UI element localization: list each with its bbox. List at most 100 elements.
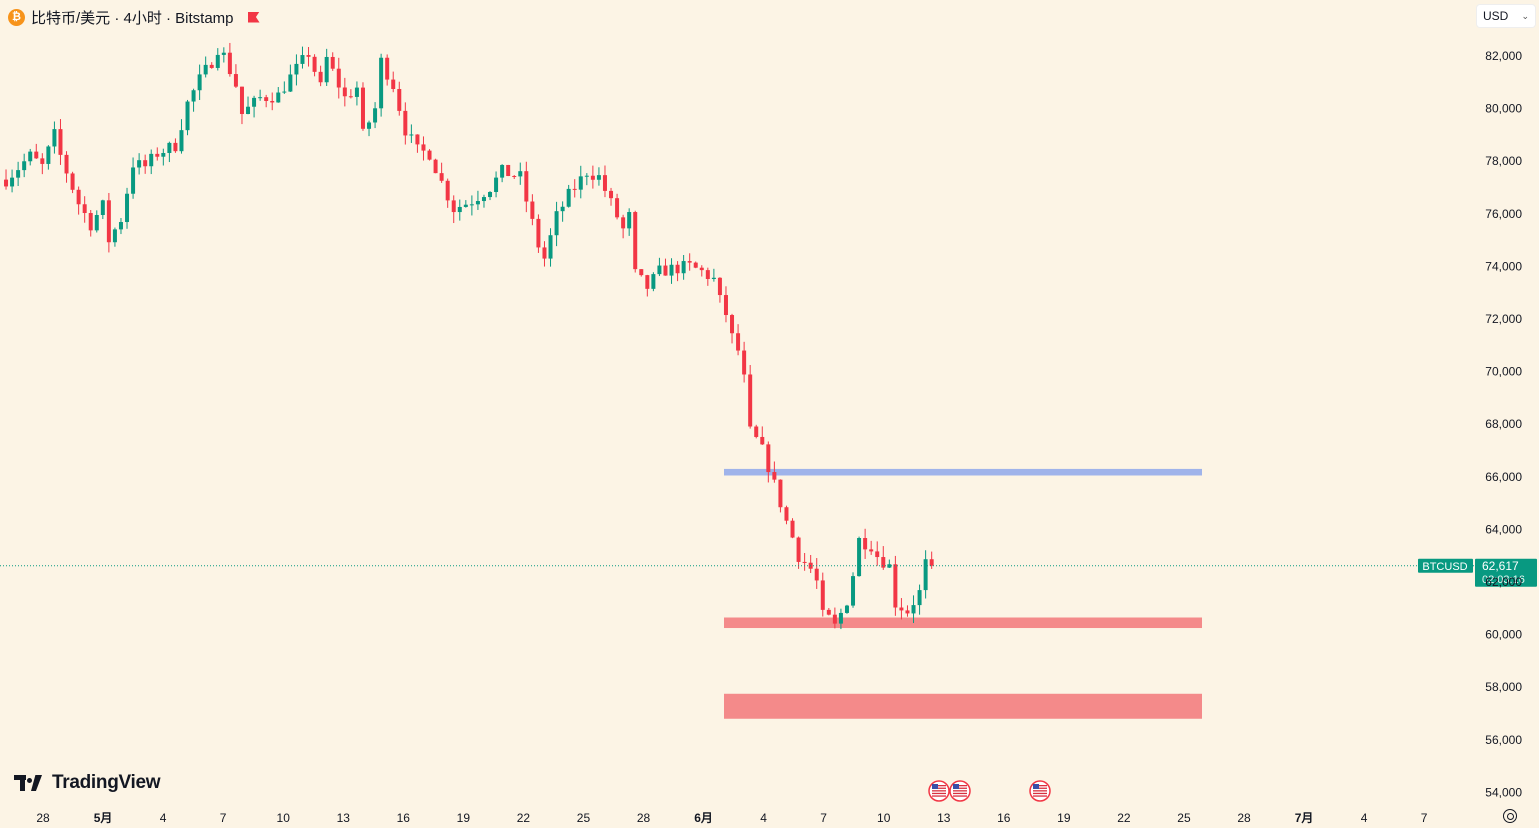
us-flag-icon[interactable] bbox=[1029, 780, 1051, 802]
gear-icon[interactable] bbox=[1503, 809, 1517, 823]
symbol-title[interactable]: 比特币/美元 · 4小时 · Bitstamp bbox=[31, 9, 234, 27]
candle bbox=[687, 253, 692, 271]
candle bbox=[161, 148, 166, 166]
us-flag-icon[interactable] bbox=[949, 780, 971, 802]
candle bbox=[52, 121, 57, 154]
candle bbox=[893, 555, 898, 616]
time-tick-label: 7 bbox=[820, 811, 827, 825]
candle bbox=[131, 157, 136, 199]
time-tick-label: 19 bbox=[457, 811, 471, 825]
candle bbox=[742, 341, 747, 383]
candle bbox=[125, 187, 130, 229]
candle bbox=[645, 274, 650, 297]
price-tick-label: 82,000 bbox=[1485, 49, 1522, 63]
tradingview-logo[interactable]: TradingView bbox=[14, 772, 161, 794]
time-tick-label: 4 bbox=[160, 811, 167, 825]
candle bbox=[536, 214, 541, 253]
time-tick-label: 10 bbox=[277, 811, 291, 825]
candle bbox=[572, 179, 577, 198]
candle bbox=[34, 143, 39, 159]
candle bbox=[233, 64, 238, 88]
candle bbox=[112, 227, 117, 247]
candle bbox=[772, 461, 777, 483]
price-tick-label: 80,000 bbox=[1485, 102, 1522, 116]
candle bbox=[185, 99, 190, 136]
time-tick-label: 7 bbox=[1421, 811, 1428, 825]
candle bbox=[923, 550, 928, 599]
candle bbox=[76, 186, 81, 215]
candle bbox=[693, 261, 698, 269]
time-tick-label: 7 bbox=[220, 811, 227, 825]
time-tick-label: 28 bbox=[637, 811, 651, 825]
chevron-down-icon: ⌄ bbox=[1521, 10, 1529, 21]
time-tick-label: 4 bbox=[1361, 811, 1368, 825]
last-price-tag-bg bbox=[1475, 558, 1537, 587]
candle bbox=[385, 54, 390, 86]
candle bbox=[518, 162, 523, 185]
time-tick-label: 13 bbox=[337, 811, 351, 825]
time-tick-label: 28 bbox=[1237, 811, 1251, 825]
bitcoin-icon: ₿ bbox=[8, 8, 25, 26]
candle bbox=[669, 258, 674, 284]
candle bbox=[778, 479, 783, 513]
candle bbox=[300, 46, 305, 69]
candle bbox=[270, 92, 275, 111]
zone-support-2[interactable] bbox=[724, 693, 1202, 719]
candle bbox=[28, 148, 33, 166]
candle bbox=[506, 164, 511, 177]
candle bbox=[143, 154, 148, 174]
candle bbox=[723, 286, 728, 323]
candle bbox=[203, 56, 208, 78]
candle bbox=[633, 210, 638, 273]
candle bbox=[675, 261, 680, 282]
time-tick-label: 28 bbox=[36, 811, 50, 825]
zone-support-1[interactable] bbox=[724, 617, 1202, 629]
candle bbox=[911, 595, 916, 624]
candle bbox=[16, 161, 21, 186]
candle bbox=[40, 153, 45, 175]
us-flag-icon[interactable] bbox=[928, 780, 950, 802]
candle bbox=[451, 195, 456, 224]
candle bbox=[869, 540, 874, 555]
candle bbox=[46, 145, 51, 170]
candle bbox=[330, 52, 335, 71]
price-tick-label: 62,000 bbox=[1485, 575, 1522, 589]
candle bbox=[826, 607, 831, 616]
candle bbox=[929, 551, 934, 569]
candle bbox=[427, 149, 432, 161]
candle bbox=[844, 604, 849, 614]
candle bbox=[621, 214, 626, 239]
zone-resistance[interactable] bbox=[724, 468, 1202, 476]
market-closed-flag-icon[interactable] bbox=[248, 12, 260, 23]
candle bbox=[457, 199, 462, 221]
symbol-header[interactable]: ₿ 比特币/美元 · 4小时 · Bitstamp bbox=[8, 6, 260, 28]
candle bbox=[179, 119, 184, 154]
candle bbox=[566, 184, 571, 208]
candle bbox=[360, 82, 365, 131]
candle bbox=[820, 572, 825, 617]
candle bbox=[651, 272, 656, 292]
time-tick-label: 5月 bbox=[94, 811, 113, 825]
candle bbox=[246, 96, 251, 115]
logo-text: TradingView bbox=[52, 772, 161, 793]
price-tick-label: 70,000 bbox=[1485, 365, 1522, 379]
candle bbox=[318, 65, 323, 87]
candle bbox=[421, 136, 426, 161]
candle bbox=[167, 141, 172, 163]
candles-layer bbox=[4, 42, 934, 630]
candle bbox=[736, 324, 741, 356]
currency-select[interactable]: USD ⌄ bbox=[1477, 5, 1535, 27]
candle bbox=[832, 607, 837, 629]
candle bbox=[173, 138, 178, 153]
candle bbox=[391, 71, 396, 93]
time-tick-label: 10 bbox=[877, 811, 891, 825]
candle bbox=[500, 164, 505, 183]
candle bbox=[494, 171, 499, 198]
candle bbox=[699, 265, 704, 277]
candle bbox=[324, 48, 329, 86]
candle bbox=[397, 81, 402, 116]
price-tick-label: 72,000 bbox=[1485, 312, 1522, 326]
price-tick-label: 76,000 bbox=[1485, 207, 1522, 221]
candle bbox=[657, 257, 662, 277]
